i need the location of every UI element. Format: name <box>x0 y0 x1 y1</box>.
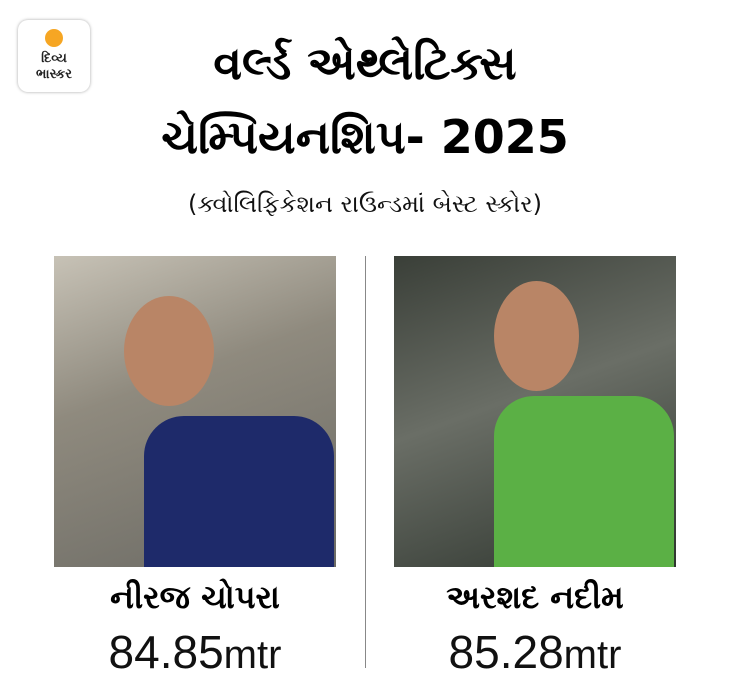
score-value: 84.85 <box>108 626 224 678</box>
page-title: વર્લ્ડ એથ્લેટિક્સ ચેમ્પિયનશિપ- 2025 <box>100 26 630 174</box>
athlete-photo-arshad <box>394 256 676 567</box>
divya-bhaskar-logo: દિવ્ય ભાસ્કર <box>18 20 90 92</box>
score-unit: mtr <box>563 633 622 677</box>
divider <box>365 256 366 668</box>
sun-logo-icon <box>45 29 63 47</box>
athlete-score: 85.28mtr <box>394 625 676 679</box>
title-line1: વર્લ્ડ એથ્લેટિક્સ <box>213 36 517 90</box>
logo-line1: દિવ્ય <box>41 51 67 66</box>
subtitle: (ક્વોલિફિકેશન રાઉન્ડમાં બેસ્ટ સ્કોર) <box>188 190 542 218</box>
athlete-name: નીરજ ચોપરા <box>110 578 280 616</box>
logo-line2: ભાસ્કર <box>36 67 72 82</box>
athlete-score: 84.85mtr <box>54 625 336 679</box>
athlete-name: અરશદ નદીમ <box>446 578 624 616</box>
score-unit: mtr <box>223 633 282 677</box>
score-value: 85.28 <box>448 626 564 678</box>
title-line2: ચેમ્પિયનશિપ- 2025 <box>161 110 569 164</box>
athlete-photo-neeraj <box>54 256 336 567</box>
